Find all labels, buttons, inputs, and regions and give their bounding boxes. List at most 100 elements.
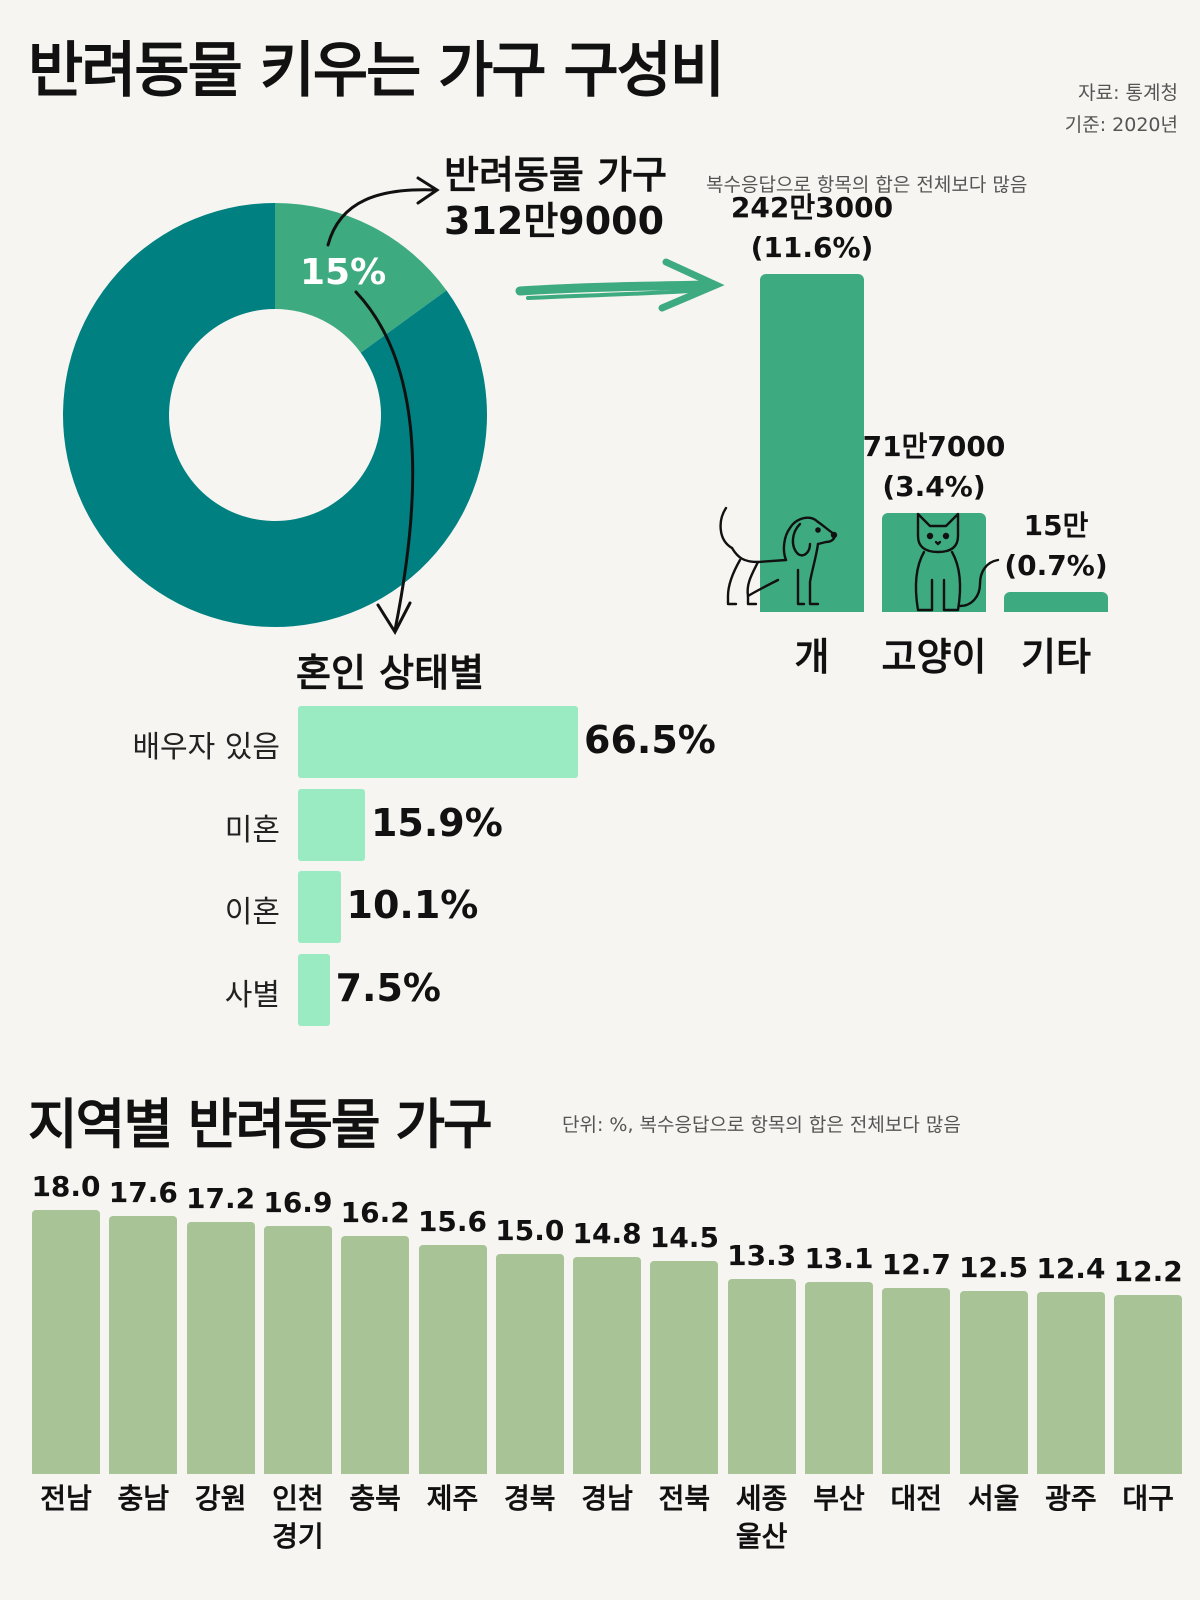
- region-bar: [959, 1290, 1028, 1474]
- pet-pct-cat: (3.4%): [882, 469, 986, 503]
- region-bar: [109, 1215, 178, 1474]
- region-category-label: 경남: [565, 1480, 649, 1518]
- region-category-label: 전남: [24, 1480, 108, 1518]
- region-value-label: 12.4: [1036, 1252, 1106, 1286]
- page-title: 반려동물 키우는 가구 구성비: [28, 36, 725, 106]
- pet-bar-dog: [760, 274, 864, 612]
- region-bar: [1114, 1295, 1183, 1474]
- region-category-line: 울산: [735, 1520, 788, 1553]
- donut-chart: [62, 203, 488, 627]
- pet-category-dog: 개: [794, 635, 830, 679]
- region-value-label: 14.8: [572, 1216, 642, 1250]
- region-bar: [32, 1210, 100, 1474]
- marital-bar-married: [298, 706, 578, 778]
- region-category-line: 충남: [117, 1482, 170, 1515]
- region-value-label: 16.2: [340, 1196, 410, 1230]
- region-category-label: 대구: [1106, 1480, 1190, 1518]
- pet-pct-dog: (11.6%): [750, 231, 874, 264]
- dog-icon: [719, 506, 838, 606]
- region-value-label: 15.0: [495, 1214, 565, 1247]
- region-bar: [495, 1254, 564, 1474]
- region-bar: [186, 1221, 255, 1474]
- pet-household-title: 반려동물 가구: [444, 153, 667, 197]
- region-category-line: 인천: [272, 1482, 324, 1515]
- region-category-line: 전북: [658, 1482, 711, 1515]
- pet-bar-other: [1004, 591, 1108, 612]
- pet-category-other: 기타: [1021, 635, 1091, 679]
- pet-value-cat: 71만7000 (3.4%): [842, 427, 1026, 507]
- region-bar: [805, 1281, 873, 1474]
- region-bar: [418, 1245, 487, 1474]
- region-category-line: 경북: [504, 1482, 556, 1515]
- region-heading: 지역별 반려동물 가구: [28, 1093, 493, 1156]
- marital-value-married: 66.5%: [584, 718, 716, 762]
- marital-label-single: 미혼: [224, 813, 280, 848]
- region-category-label: 충남: [101, 1480, 185, 1518]
- region-bar: [1036, 1292, 1105, 1474]
- region-category-label: 충북: [333, 1480, 417, 1518]
- pet-count-other: 15만: [1023, 508, 1089, 542]
- region-category-label: 부산: [797, 1480, 881, 1518]
- region-category-label: 전북: [642, 1480, 726, 1518]
- pet-value-other: 15만 (0.7%): [964, 506, 1148, 586]
- pet-count-dog: 242만3000: [730, 191, 894, 224]
- region-value-label: 15.6: [417, 1205, 488, 1239]
- region-category-line: 충북: [349, 1482, 401, 1515]
- region-category-line: 전남: [40, 1482, 92, 1515]
- region-value-label: 17.2: [186, 1181, 256, 1215]
- pet-bar-cat: [882, 512, 986, 612]
- region-category-label: 제주: [411, 1480, 495, 1518]
- marital-heading: 혼인 상태별: [296, 651, 485, 695]
- region-value-label: 14.5: [649, 1221, 719, 1255]
- region-value-label: 16.9: [263, 1186, 333, 1220]
- pet-household-count: 312만9000: [444, 199, 665, 243]
- region-category-label: 대전: [874, 1480, 958, 1518]
- cat-icon: [914, 512, 1000, 612]
- region-value-label: 18.0: [31, 1170, 101, 1203]
- region-category-line: 대구: [1122, 1482, 1174, 1515]
- region-bar: [341, 1236, 410, 1474]
- region-category-line: 부산: [813, 1482, 865, 1515]
- region-note: 단위: %, 복수응답으로 항목의 합은 전체보다 많음: [562, 1114, 961, 1136]
- marital-bar-divorced: [298, 871, 341, 943]
- region-value-label: 12.2: [1113, 1255, 1183, 1289]
- region-category-line: 광주: [1045, 1482, 1097, 1515]
- region-category-label: 광주: [1029, 1480, 1113, 1518]
- marital-label-divorced: 이혼: [224, 895, 280, 930]
- region-bar: [882, 1287, 951, 1474]
- region-category-line: 경남: [581, 1482, 633, 1515]
- region-category-line: 서울: [967, 1482, 1020, 1515]
- source-text: 자료: 통계청: [1078, 82, 1178, 104]
- region-value-label: 17.6: [108, 1175, 178, 1209]
- marital-bar-single: [298, 789, 365, 861]
- region-bar: [727, 1278, 796, 1474]
- pet-category-cat: 고양이: [881, 635, 987, 679]
- region-bar: [263, 1226, 332, 1474]
- pet-pct-other: (0.7%): [1004, 548, 1108, 582]
- marital-value-widowed: 7.5%: [335, 966, 441, 1010]
- pet-note: 복수응답으로 항목의 합은 전체보다 많음: [706, 174, 1028, 196]
- region-value-label: 12.5: [959, 1250, 1029, 1284]
- region-category-label: 강원: [179, 1480, 263, 1518]
- region-category-line: 세종: [735, 1482, 788, 1515]
- marital-bar-widowed: [298, 954, 330, 1026]
- pet-count-cat: 71만7000: [862, 429, 1006, 463]
- marital-value-divorced: 10.1%: [346, 883, 479, 927]
- donut-pct-label: 15%: [300, 252, 387, 293]
- region-category-line: 경기: [272, 1520, 324, 1553]
- region-bar: [650, 1261, 719, 1474]
- region-bar: [573, 1256, 642, 1474]
- marital-label-widowed: 사별: [224, 978, 280, 1013]
- region-category-line: 대전: [890, 1482, 943, 1515]
- marital-label-married: 배우자 있음: [132, 730, 280, 765]
- basis-text: 기준: 2020년: [1064, 114, 1178, 136]
- region-category-label: 경북: [488, 1480, 572, 1518]
- region-value-label: 13.1: [804, 1241, 874, 1275]
- region-category-line: 강원: [194, 1482, 247, 1515]
- region-value-label: 12.7: [881, 1247, 951, 1281]
- region-value-label: 13.3: [727, 1238, 797, 1272]
- region-category-label: 서울: [952, 1480, 1036, 1518]
- pet-value-dog: 242만3000 (11.6%): [720, 188, 904, 268]
